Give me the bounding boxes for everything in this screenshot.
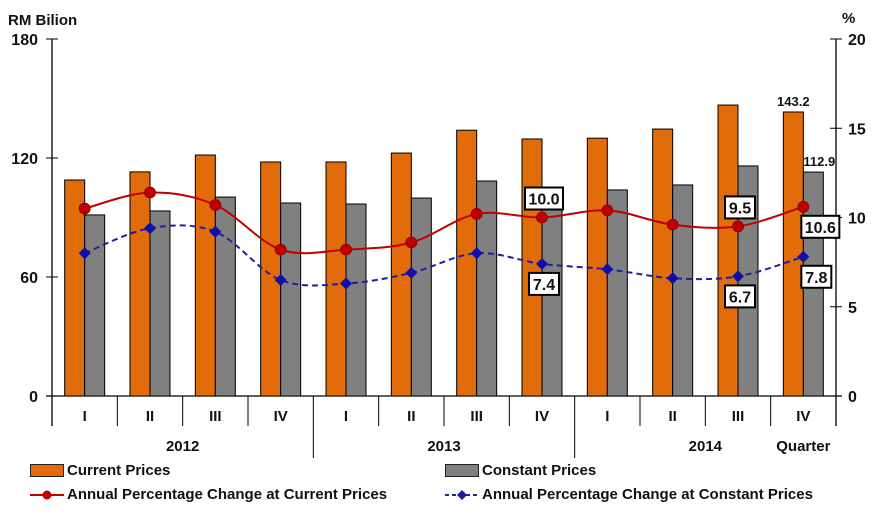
legend-swatch-orange bbox=[30, 464, 64, 477]
point-current-change bbox=[78, 202, 91, 215]
left-tick-label: 180 bbox=[11, 32, 38, 49]
quarter-label: III bbox=[209, 408, 222, 425]
bar-constant-prices bbox=[672, 184, 694, 397]
line-data-label-box bbox=[524, 186, 564, 211]
point-constant-change bbox=[470, 247, 483, 260]
bar-current-prices bbox=[717, 104, 739, 397]
bar-constant-prices bbox=[606, 189, 628, 397]
point-current-change bbox=[536, 211, 548, 224]
line-data-label-box bbox=[724, 195, 756, 220]
line-data-label-box bbox=[800, 214, 841, 239]
legend-constant-change: Annual Percentage Change at Constant Pri… bbox=[445, 486, 813, 503]
right-tick-label: 20 bbox=[848, 32, 866, 49]
bar-constant-prices bbox=[84, 214, 106, 397]
line-data-label: 6.7 bbox=[729, 289, 751, 306]
point-constant-change bbox=[797, 250, 810, 263]
bar-current-prices bbox=[456, 129, 478, 397]
line-data-label: 9.5 bbox=[729, 200, 751, 217]
quarter-label: I bbox=[344, 408, 348, 425]
legend-current-change: Annual Percentage Change at Current Pric… bbox=[30, 486, 387, 503]
legend-label: Annual Percentage Change at Current Pric… bbox=[67, 486, 388, 503]
quarter-label: I bbox=[83, 408, 87, 425]
quarter-label: II bbox=[407, 408, 415, 425]
bar-current-prices bbox=[521, 138, 543, 397]
line-data-label: 7.8 bbox=[805, 270, 827, 287]
right-tick-label: 15 bbox=[848, 121, 866, 138]
quarter-label: I bbox=[605, 408, 609, 425]
bar-constant-prices bbox=[476, 180, 498, 397]
left-tick-label: 120 bbox=[11, 151, 38, 168]
right-tick-label: 10 bbox=[848, 211, 866, 228]
point-current-change bbox=[405, 236, 418, 249]
bar-current-prices bbox=[194, 154, 216, 397]
quarter-label: IV bbox=[535, 408, 549, 425]
bar-constant-prices bbox=[541, 205, 563, 397]
bar-constant-prices bbox=[280, 202, 302, 397]
bar-constant-prices bbox=[345, 203, 367, 397]
chart: RM Bilion % 0 60 120 180 0 5 10 15 20 143.2 112.9… bbox=[8, 10, 866, 458]
point-current-change bbox=[340, 243, 352, 256]
point-current-change bbox=[144, 186, 156, 199]
point-current-change bbox=[732, 220, 744, 233]
bar-current-prices bbox=[652, 128, 674, 397]
bar-data-label: 143.2 bbox=[777, 94, 810, 109]
point-current-change bbox=[470, 208, 483, 220]
bar-data-label: 112.9 bbox=[803, 154, 835, 169]
bar-constant-prices bbox=[214, 196, 236, 397]
left-tick-label: 0 bbox=[29, 389, 38, 406]
point-constant-change bbox=[601, 263, 614, 276]
line-data-label: 10.6 bbox=[805, 220, 836, 237]
x-axis-label: Quarter bbox=[776, 438, 830, 455]
right-tick-label: 0 bbox=[848, 389, 857, 406]
year-label: 2013 bbox=[427, 438, 460, 455]
bar-current-prices bbox=[325, 161, 347, 397]
point-constant-change bbox=[340, 277, 352, 290]
point-current-change bbox=[797, 200, 810, 213]
right-axis-label: % bbox=[842, 10, 855, 27]
line-current-change bbox=[84, 191, 804, 255]
bar-current-prices bbox=[129, 171, 151, 397]
quarter-label: IV bbox=[274, 408, 288, 425]
legend-label: Current Prices bbox=[67, 462, 171, 479]
legend-label: Annual Percentage Change at Constant Pri… bbox=[482, 486, 813, 503]
line-constant-change bbox=[84, 224, 804, 287]
legend-current-prices: Current Prices bbox=[30, 462, 170, 479]
point-constant-change bbox=[666, 272, 679, 285]
line-data-label-box bbox=[528, 271, 560, 296]
quarter-label: III bbox=[470, 408, 483, 425]
bar-constant-prices bbox=[149, 210, 171, 397]
point-constant-change bbox=[78, 247, 91, 260]
year-label: 2012 bbox=[166, 438, 199, 455]
left-tick-label: 60 bbox=[20, 270, 38, 287]
right-tick-label: 5 bbox=[848, 300, 857, 317]
legend-line-blue-icon bbox=[445, 489, 479, 500]
line-data-label-box bbox=[724, 284, 756, 309]
quarter-label: III bbox=[732, 408, 745, 425]
point-current-change bbox=[274, 243, 287, 256]
point-constant-change bbox=[209, 225, 222, 238]
point-constant-change bbox=[405, 266, 418, 279]
quarter-label: II bbox=[668, 408, 676, 425]
point-current-change bbox=[666, 218, 679, 231]
legend-label: Constant Prices bbox=[482, 462, 597, 479]
line-data-label: 10.0 bbox=[528, 192, 559, 209]
point-constant-change bbox=[274, 273, 287, 286]
legend-swatch-gray bbox=[445, 464, 479, 477]
point-current-change bbox=[601, 204, 614, 217]
point-constant-change bbox=[732, 270, 744, 283]
point-constant-change bbox=[536, 257, 548, 270]
quarter-label: IV bbox=[796, 408, 810, 425]
quarter-label: II bbox=[146, 408, 154, 425]
legend-line-red-icon bbox=[30, 490, 64, 499]
line-data-label-box bbox=[800, 264, 833, 289]
year-label: 2014 bbox=[689, 438, 723, 455]
line-data-label: 7.4 bbox=[533, 277, 555, 294]
legend-constant-prices: Constant Prices bbox=[445, 462, 596, 479]
point-current-change bbox=[209, 199, 222, 211]
left-axis-label: RM Bilion bbox=[8, 12, 77, 29]
point-constant-change bbox=[144, 222, 156, 235]
bar-constant-prices bbox=[410, 197, 432, 397]
